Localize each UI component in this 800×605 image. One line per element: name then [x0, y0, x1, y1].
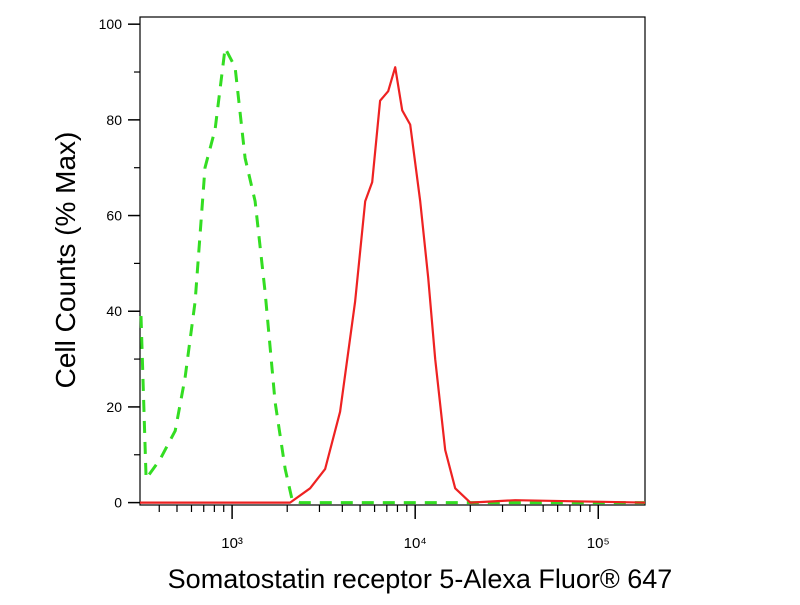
y-tick-label: 40 — [106, 303, 122, 319]
histogram-line — [139, 46, 645, 505]
y-tick-label: 60 — [106, 208, 122, 224]
x-axis-title: Somatostatin receptor 5-Alexa Fluor® 647 — [168, 564, 673, 594]
y-tick-label: 80 — [106, 112, 122, 128]
y-tick-label: 100 — [99, 16, 123, 32]
histogram-line — [140, 66, 646, 504]
x-tick-label: 10⁴ — [404, 535, 427, 552]
x-tick-label: 10³ — [221, 535, 243, 552]
y-tick-label: 20 — [106, 399, 122, 415]
y-axis-title: Cell Counts (% Max) — [50, 132, 81, 389]
x-tick-label: 10⁵ — [587, 535, 610, 552]
plot-frame — [139, 16, 646, 506]
y-tick-label: 0 — [114, 495, 122, 511]
